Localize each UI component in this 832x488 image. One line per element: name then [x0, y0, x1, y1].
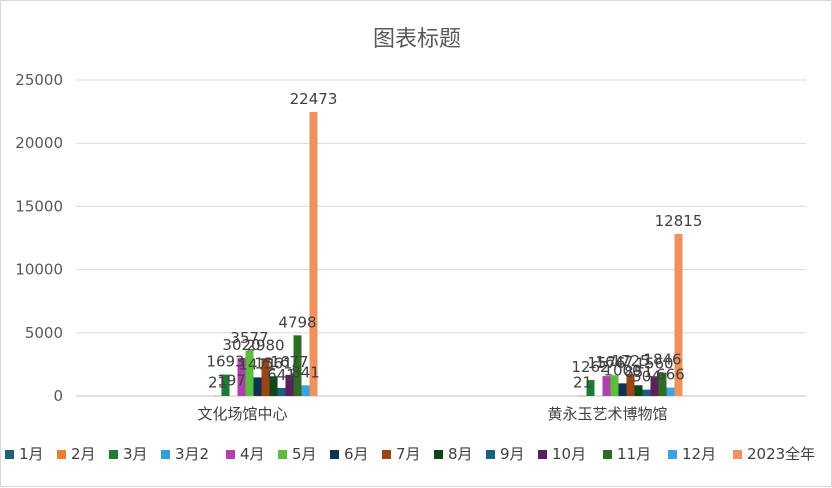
legend-label: 9月: [500, 445, 525, 463]
data-label: 21: [573, 374, 592, 392]
legend-label: 2023全年: [747, 445, 815, 463]
bar: [658, 372, 667, 396]
bar: [221, 374, 230, 396]
data-label: 197: [217, 372, 246, 390]
data-label: 851: [624, 363, 653, 381]
data-label: 666: [656, 366, 685, 384]
legend-swatch: [486, 450, 495, 459]
bar: [626, 374, 635, 396]
bar: [237, 357, 246, 396]
bars: [213, 111, 683, 397]
chart-title: 图表标题: [373, 27, 461, 52]
y-tick-label: 20000: [15, 134, 63, 152]
data-label: 1262: [571, 358, 609, 376]
bar: [293, 335, 302, 396]
data-label: 3577: [230, 329, 268, 347]
legend-swatch: [733, 450, 742, 459]
legend-swatch: [538, 450, 547, 459]
legend-label: 3月: [123, 445, 148, 463]
data-label: 1561: [254, 354, 292, 372]
bar: [309, 111, 318, 396]
legend-swatch: [109, 450, 118, 459]
legend-swatch: [161, 450, 170, 459]
bar: [602, 376, 611, 396]
legend-swatch: [278, 450, 287, 459]
legend-label: 5月: [292, 445, 317, 463]
bar: [610, 375, 619, 396]
data-label: 641: [267, 366, 296, 384]
y-tick-label: 25000: [15, 71, 63, 89]
bar: [586, 380, 595, 396]
legend-swatch: [434, 450, 443, 459]
data-label: 1000: [603, 361, 641, 379]
bar: [253, 377, 262, 396]
y-axis: 0 5000 10000 15000 20000 25000: [15, 71, 63, 405]
bar: [578, 395, 587, 397]
legend-swatch: [57, 450, 66, 459]
data-label: 1576: [587, 354, 625, 372]
y-tick-label: 10000: [15, 261, 63, 279]
legend-swatch: [5, 450, 14, 459]
data-label: 21: [208, 374, 227, 392]
bar: [674, 234, 683, 396]
data-label: 504: [632, 368, 661, 386]
legend: 1月 2月 3月 3月2 4月 5月 6月 7月 8月 9月 10月 11月 12月 2023全年: [5, 445, 815, 463]
x-category-label: 文化场馆中心: [197, 405, 287, 423]
data-label: 841: [291, 363, 320, 381]
y-tick-label: 5000: [25, 324, 63, 342]
bar: [269, 376, 278, 396]
data-label: 1677: [270, 353, 308, 371]
legend-swatch: [603, 450, 612, 459]
data-label: 1693: [206, 353, 244, 371]
data-label: 1647: [595, 353, 633, 371]
x-category-label: 黄永玉艺术博物馆: [547, 405, 667, 423]
data-label: 1560: [635, 354, 673, 372]
bar: [618, 383, 627, 396]
bar: [213, 395, 222, 397]
bar: [277, 387, 286, 396]
bar: [650, 376, 659, 396]
legend-label: 12月: [682, 445, 716, 463]
y-tick-label: 15000: [15, 197, 63, 215]
y-tick-label: 0: [53, 387, 63, 405]
data-label: 1471: [238, 355, 276, 373]
legend-label: 3月2: [175, 445, 209, 463]
data-label: 3020: [222, 336, 260, 354]
legend-label: 11月: [617, 445, 651, 463]
bar: [245, 350, 254, 396]
data-label: 12815: [655, 212, 703, 230]
bar: [261, 358, 270, 396]
legend-label: 8月: [448, 445, 473, 463]
legend-label: 4月: [240, 445, 265, 463]
data-label: 1725: [611, 352, 649, 370]
legend-label: 10月: [552, 445, 586, 463]
data-label: 1846: [643, 351, 681, 369]
bar: [666, 387, 675, 396]
legend-label: 2月: [71, 445, 96, 463]
data-label: 2980: [246, 336, 284, 354]
bar: [642, 389, 651, 396]
x-axis: 文化场馆中心 黄永玉艺术博物馆: [197, 405, 667, 423]
legend-label: 6月: [344, 445, 369, 463]
legend-swatch: [668, 450, 677, 459]
gridlines: [76, 79, 806, 397]
bar: [285, 374, 294, 396]
bar: [634, 385, 643, 396]
data-label: 22473: [290, 90, 338, 108]
data-label: 4798: [278, 313, 316, 331]
legend-label: 7月: [396, 445, 421, 463]
legend-swatch: [330, 450, 339, 459]
legend-swatch: [382, 450, 391, 459]
legend-swatch: [226, 450, 235, 459]
bar: [301, 385, 310, 396]
legend-label: 1月: [19, 445, 44, 463]
